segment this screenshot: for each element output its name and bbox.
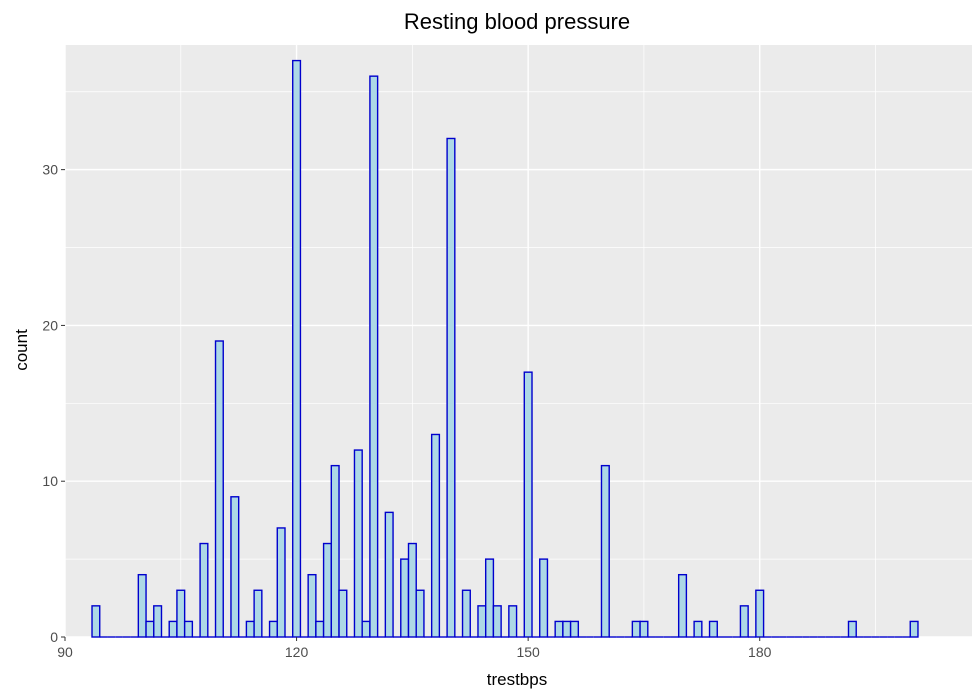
histogram-bar	[369, 75, 379, 638]
histogram-bar	[245, 620, 255, 638]
histogram-bar	[461, 589, 471, 638]
histogram-bar	[384, 511, 394, 638]
histogram-bar	[639, 620, 649, 638]
histogram-bar	[739, 605, 749, 638]
histogram-bar	[400, 558, 410, 638]
histogram-bar	[909, 620, 919, 638]
histogram-bar	[322, 542, 333, 638]
histogram-bar	[91, 605, 101, 638]
y-tick-label: 20	[42, 317, 58, 333]
histogram-bar	[755, 589, 765, 638]
histogram-bar	[214, 340, 224, 638]
histogram-bar	[330, 464, 340, 638]
x-axis-title: trestbps	[487, 670, 547, 689]
histogram-bar	[199, 542, 209, 638]
histogram-bar	[492, 605, 502, 638]
histogram-bar	[292, 59, 302, 638]
histogram-bar	[338, 589, 348, 638]
x-axis: 90 120 150 180	[57, 637, 772, 660]
histogram-bar	[477, 605, 487, 638]
histogram-bars	[91, 59, 919, 638]
histogram-bar	[230, 496, 240, 638]
histogram-bar	[631, 620, 641, 638]
histogram-bar	[268, 620, 278, 638]
histogram-bar	[361, 620, 371, 638]
histogram-bar	[415, 589, 425, 638]
y-tick-label: 0	[50, 629, 58, 645]
histogram-bar	[430, 433, 441, 638]
histogram-bar	[523, 371, 533, 638]
histogram-bar	[847, 620, 857, 638]
histogram-bar	[508, 605, 518, 638]
histogram-bar	[407, 542, 417, 638]
x-tick-label: 90	[57, 644, 73, 660]
histogram-bar	[353, 449, 363, 638]
histogram-bar	[569, 620, 580, 638]
histogram-bar	[153, 605, 163, 638]
histogram-bar	[554, 620, 564, 638]
y-axis-title: count	[12, 329, 31, 371]
histogram-bar	[562, 620, 572, 638]
histogram-bar	[693, 620, 703, 638]
histogram-bar	[677, 573, 688, 638]
histogram-bar	[253, 589, 263, 638]
histogram-bar	[176, 589, 186, 638]
minor-gridlines	[65, 45, 972, 637]
y-axis: 0 10 20 30	[42, 162, 65, 645]
histogram-bar	[446, 137, 456, 638]
histogram-bar	[484, 558, 495, 638]
x-tick-label: 180	[748, 644, 772, 660]
histogram-bar	[307, 573, 317, 638]
histogram-bar	[276, 527, 286, 638]
x-tick-label: 150	[516, 644, 540, 660]
histogram-bar	[315, 620, 325, 638]
histogram-bar	[137, 573, 147, 638]
y-tick-label: 30	[42, 162, 58, 178]
histogram-bar	[145, 620, 155, 638]
histogram-bar	[168, 620, 178, 638]
histogram-bar	[600, 464, 610, 638]
x-tick-label: 120	[285, 644, 309, 660]
histogram-bar	[708, 620, 718, 638]
histogram-bar	[539, 558, 549, 638]
chart-title: Resting blood pressure	[404, 9, 630, 34]
histogram-bar	[183, 620, 194, 638]
y-tick-label: 10	[42, 473, 58, 489]
